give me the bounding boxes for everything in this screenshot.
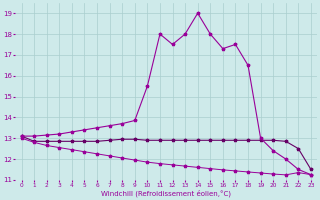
X-axis label: Windchill (Refroidissement éolien,°C): Windchill (Refroidissement éolien,°C)	[101, 190, 231, 197]
